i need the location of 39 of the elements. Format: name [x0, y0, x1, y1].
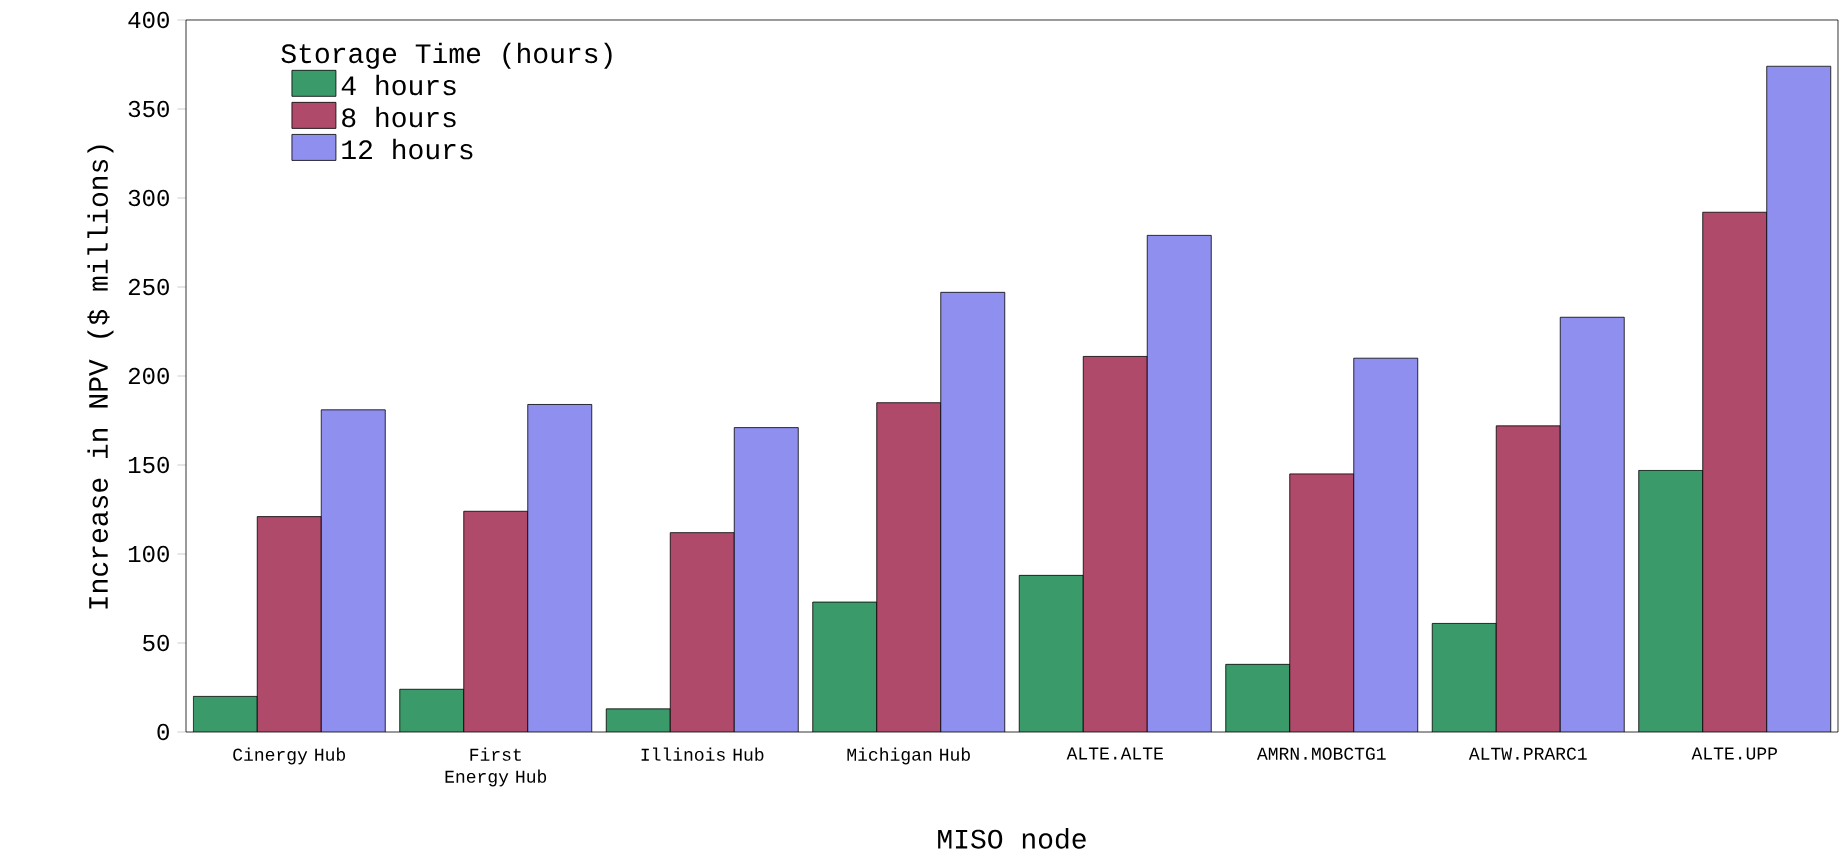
x-tick-label: AMRN.MOBCTG1: [1256, 747, 1386, 760]
legend-label: 12 hours: [342, 138, 473, 160]
bar: [1353, 357, 1419, 732]
legend-label: 8 hours: [342, 106, 456, 128]
x-tick-label: First Energy Hub: [445, 747, 547, 787]
bar: [940, 291, 1006, 732]
bar: [463, 511, 528, 732]
y-tick-label: 100: [128, 545, 169, 563]
x-tick-label: Cinergy Hub: [233, 747, 346, 765]
x-tick-label: ALTE.UPP: [1691, 747, 1777, 760]
y-tick-label: 400: [128, 11, 169, 29]
x-axis-title: MISO node: [938, 828, 1086, 849]
bar: [733, 427, 799, 732]
bar: [256, 516, 322, 732]
y-tick-label: 350: [128, 100, 169, 118]
y-tick-label: 0: [157, 723, 169, 741]
bar: [1766, 65, 1832, 732]
y-tick-label: 250: [128, 278, 169, 296]
y-tick-label: 150: [128, 456, 169, 474]
bar: [527, 404, 592, 732]
y-tick-label: 200: [128, 367, 169, 385]
x-tick-label: Michigan Hub: [847, 747, 970, 765]
bar: [1082, 356, 1148, 732]
bar: [1702, 211, 1768, 732]
legend-label: 4 hours: [341, 74, 456, 96]
y-tick-label: 50: [143, 634, 169, 652]
bar: [320, 409, 386, 732]
bar: [1495, 425, 1561, 732]
bar: [1146, 234, 1212, 732]
x-tick-label: ALTE.ALTE: [1066, 747, 1163, 760]
y-tick-label: 300: [128, 189, 169, 207]
y-axis-title: Increase in NPV ($ millions): [87, 145, 114, 609]
bar: [669, 532, 735, 732]
bar: [876, 402, 942, 732]
legend-title: Storage Time (hours): [281, 42, 612, 69]
x-tick-label: Illinois Hub: [641, 747, 764, 761]
bar: [1559, 316, 1625, 732]
bar: [1289, 473, 1355, 732]
x-tick-label: ALTW.PRARC1: [1468, 747, 1587, 760]
